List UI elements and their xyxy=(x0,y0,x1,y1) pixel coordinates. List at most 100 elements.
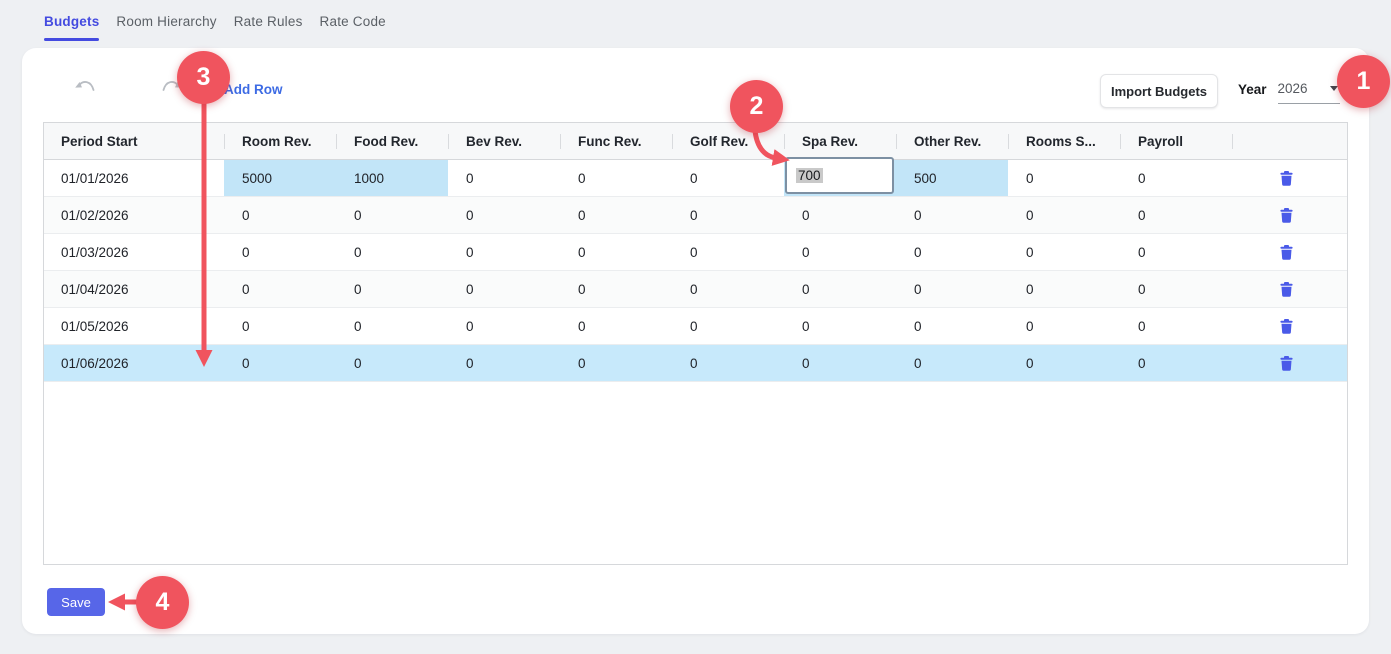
cell-food-rev[interactable]: 0 xyxy=(354,318,362,334)
add-row-link[interactable]: Add Row xyxy=(224,82,283,97)
cell-food-rev[interactable]: 0 xyxy=(354,355,362,371)
cell-period-start[interactable]: 01/06/2026 xyxy=(61,355,129,371)
tab-bar: Budgets Room Hierarchy Rate Rules Rate C… xyxy=(44,14,386,41)
cell-other-rev[interactable]: 0 xyxy=(914,281,922,297)
trash-icon xyxy=(1280,355,1293,371)
import-budgets-button[interactable]: Import Budgets xyxy=(1100,74,1218,108)
cell-bev-rev[interactable]: 0 xyxy=(466,207,474,223)
cell-payroll[interactable]: 0 xyxy=(1138,244,1146,260)
delete-row-button[interactable] xyxy=(1280,355,1293,371)
delete-row-button[interactable] xyxy=(1280,170,1293,186)
cell-golf-rev[interactable]: 0 xyxy=(690,355,698,371)
year-control: Year 2026 xyxy=(1238,81,1340,104)
cell-payroll[interactable]: 0 xyxy=(1138,355,1146,371)
save-button[interactable]: Save xyxy=(47,588,105,616)
cell-func-rev[interactable]: 0 xyxy=(578,281,586,297)
cell-room-rev[interactable]: 0 xyxy=(242,244,250,260)
cell-bev-rev[interactable]: 0 xyxy=(466,170,474,186)
table-header-row: Period Start Room Rev. Food Rev. Bev Rev… xyxy=(44,123,1347,160)
cell-golf-rev[interactable]: 0 xyxy=(690,244,698,260)
cell-other-rev[interactable]: 0 xyxy=(914,318,922,334)
table-row: 01/01/2026 5000 1000 0 0 0 700 500 0 0 xyxy=(44,157,1347,197)
cell-spa-rev[interactable]: 0 xyxy=(802,281,810,297)
cell-spa-rev[interactable]: 0 xyxy=(802,207,810,223)
cell-payroll[interactable]: 0 xyxy=(1138,170,1146,186)
cell-room-rev[interactable]: 0 xyxy=(242,355,250,371)
cell-spa-rev[interactable]: 700 xyxy=(784,157,896,196)
cell-room-rev[interactable]: 0 xyxy=(242,318,250,334)
cell-period-start[interactable]: 01/02/2026 xyxy=(61,207,129,223)
table-row: 01/02/2026 0 0 0 0 0 0 0 0 0 xyxy=(44,197,1347,234)
cell-food-rev[interactable]: 0 xyxy=(354,244,362,260)
cell-golf-rev[interactable]: 0 xyxy=(690,170,698,186)
cell-food-rev[interactable]: 0 xyxy=(354,207,362,223)
col-header-golf-rev: Golf Rev. xyxy=(672,123,784,159)
table-row: 01/03/2026 0 0 0 0 0 0 0 0 0 xyxy=(44,234,1347,271)
cell-func-rev[interactable]: 0 xyxy=(578,355,586,371)
cell-spa-rev[interactable]: 0 xyxy=(802,244,810,260)
cell-rooms-sold[interactable]: 0 xyxy=(1026,207,1034,223)
cell-payroll[interactable]: 0 xyxy=(1138,318,1146,334)
spa-rev-input-value: 700 xyxy=(796,168,823,183)
cell-other-rev[interactable]: 500 xyxy=(896,160,1008,196)
cell-room-rev[interactable]: 0 xyxy=(242,281,250,297)
col-header-period-start: Period Start xyxy=(61,133,138,149)
table-row: 01/05/2026 0 0 0 0 0 0 0 0 0 xyxy=(44,308,1347,345)
cell-period-start[interactable]: 01/04/2026 xyxy=(61,281,129,297)
col-header-food-rev: Food Rev. xyxy=(336,123,448,159)
cell-payroll[interactable]: 0 xyxy=(1138,207,1146,223)
trash-icon xyxy=(1280,318,1293,334)
cell-spa-rev[interactable]: 0 xyxy=(802,318,810,334)
delete-row-button[interactable] xyxy=(1280,281,1293,297)
cell-rooms-sold[interactable]: 0 xyxy=(1026,355,1034,371)
cell-room-rev[interactable]: 5000 xyxy=(224,160,336,196)
tab-rate-code[interactable]: Rate Code xyxy=(319,14,386,29)
delete-row-button[interactable] xyxy=(1280,244,1293,260)
spa-rev-input[interactable]: 700 xyxy=(785,157,894,194)
col-header-room-rev: Room Rev. xyxy=(224,123,336,159)
cell-other-rev[interactable]: 0 xyxy=(914,355,922,371)
cell-food-rev[interactable]: 1000 xyxy=(336,160,448,196)
cell-bev-rev[interactable]: 0 xyxy=(466,281,474,297)
cell-room-rev[interactable]: 0 xyxy=(242,207,250,223)
cell-bev-rev[interactable]: 0 xyxy=(466,318,474,334)
year-dropdown[interactable]: 2026 xyxy=(1277,81,1340,104)
delete-row-button[interactable] xyxy=(1280,318,1293,334)
cell-other-rev[interactable]: 0 xyxy=(914,244,922,260)
undo-button[interactable] xyxy=(75,80,97,94)
cell-golf-rev[interactable]: 0 xyxy=(690,281,698,297)
cell-bev-rev[interactable]: 0 xyxy=(466,355,474,371)
tab-rate-rules[interactable]: Rate Rules xyxy=(233,14,303,29)
cell-spa-rev[interactable]: 0 xyxy=(802,355,810,371)
delete-row-button[interactable] xyxy=(1280,207,1293,223)
cell-rooms-sold[interactable]: 0 xyxy=(1026,281,1034,297)
cell-actions xyxy=(1232,308,1347,344)
cell-golf-rev[interactable]: 0 xyxy=(690,318,698,334)
redo-button[interactable] xyxy=(160,80,182,94)
cell-period-start[interactable]: 01/05/2026 xyxy=(61,318,129,334)
cell-food-rev[interactable]: 0 xyxy=(354,281,362,297)
cell-period-start[interactable]: 01/03/2026 xyxy=(61,244,129,260)
cell-rooms-sold[interactable]: 0 xyxy=(1026,170,1034,186)
year-label: Year xyxy=(1238,82,1267,97)
budgets-panel: Add Row Import Budgets Year 2026 Period … xyxy=(22,48,1369,634)
cell-func-rev[interactable]: 0 xyxy=(578,318,586,334)
budgets-table: Period Start Room Rev. Food Rev. Bev Rev… xyxy=(43,122,1348,565)
cell-bev-rev[interactable]: 0 xyxy=(466,244,474,260)
cell-payroll[interactable]: 0 xyxy=(1138,281,1146,297)
year-value: 2026 xyxy=(1277,81,1308,96)
cell-rooms-sold[interactable]: 0 xyxy=(1026,318,1034,334)
cell-other-rev[interactable]: 0 xyxy=(914,207,922,223)
cell-func-rev[interactable]: 0 xyxy=(578,170,586,186)
undo-icon xyxy=(75,81,97,97)
cell-rooms-sold[interactable]: 0 xyxy=(1026,244,1034,260)
cell-period-start[interactable]: 01/01/2026 xyxy=(61,170,129,186)
tab-room-hierarchy[interactable]: Room Hierarchy xyxy=(116,14,217,29)
tab-budgets[interactable]: Budgets xyxy=(44,14,100,41)
col-header-bev-rev: Bev Rev. xyxy=(448,123,560,159)
chevron-down-icon xyxy=(1329,86,1338,91)
cell-func-rev[interactable]: 0 xyxy=(578,244,586,260)
cell-golf-rev[interactable]: 0 xyxy=(690,207,698,223)
cell-func-rev[interactable]: 0 xyxy=(578,207,586,223)
